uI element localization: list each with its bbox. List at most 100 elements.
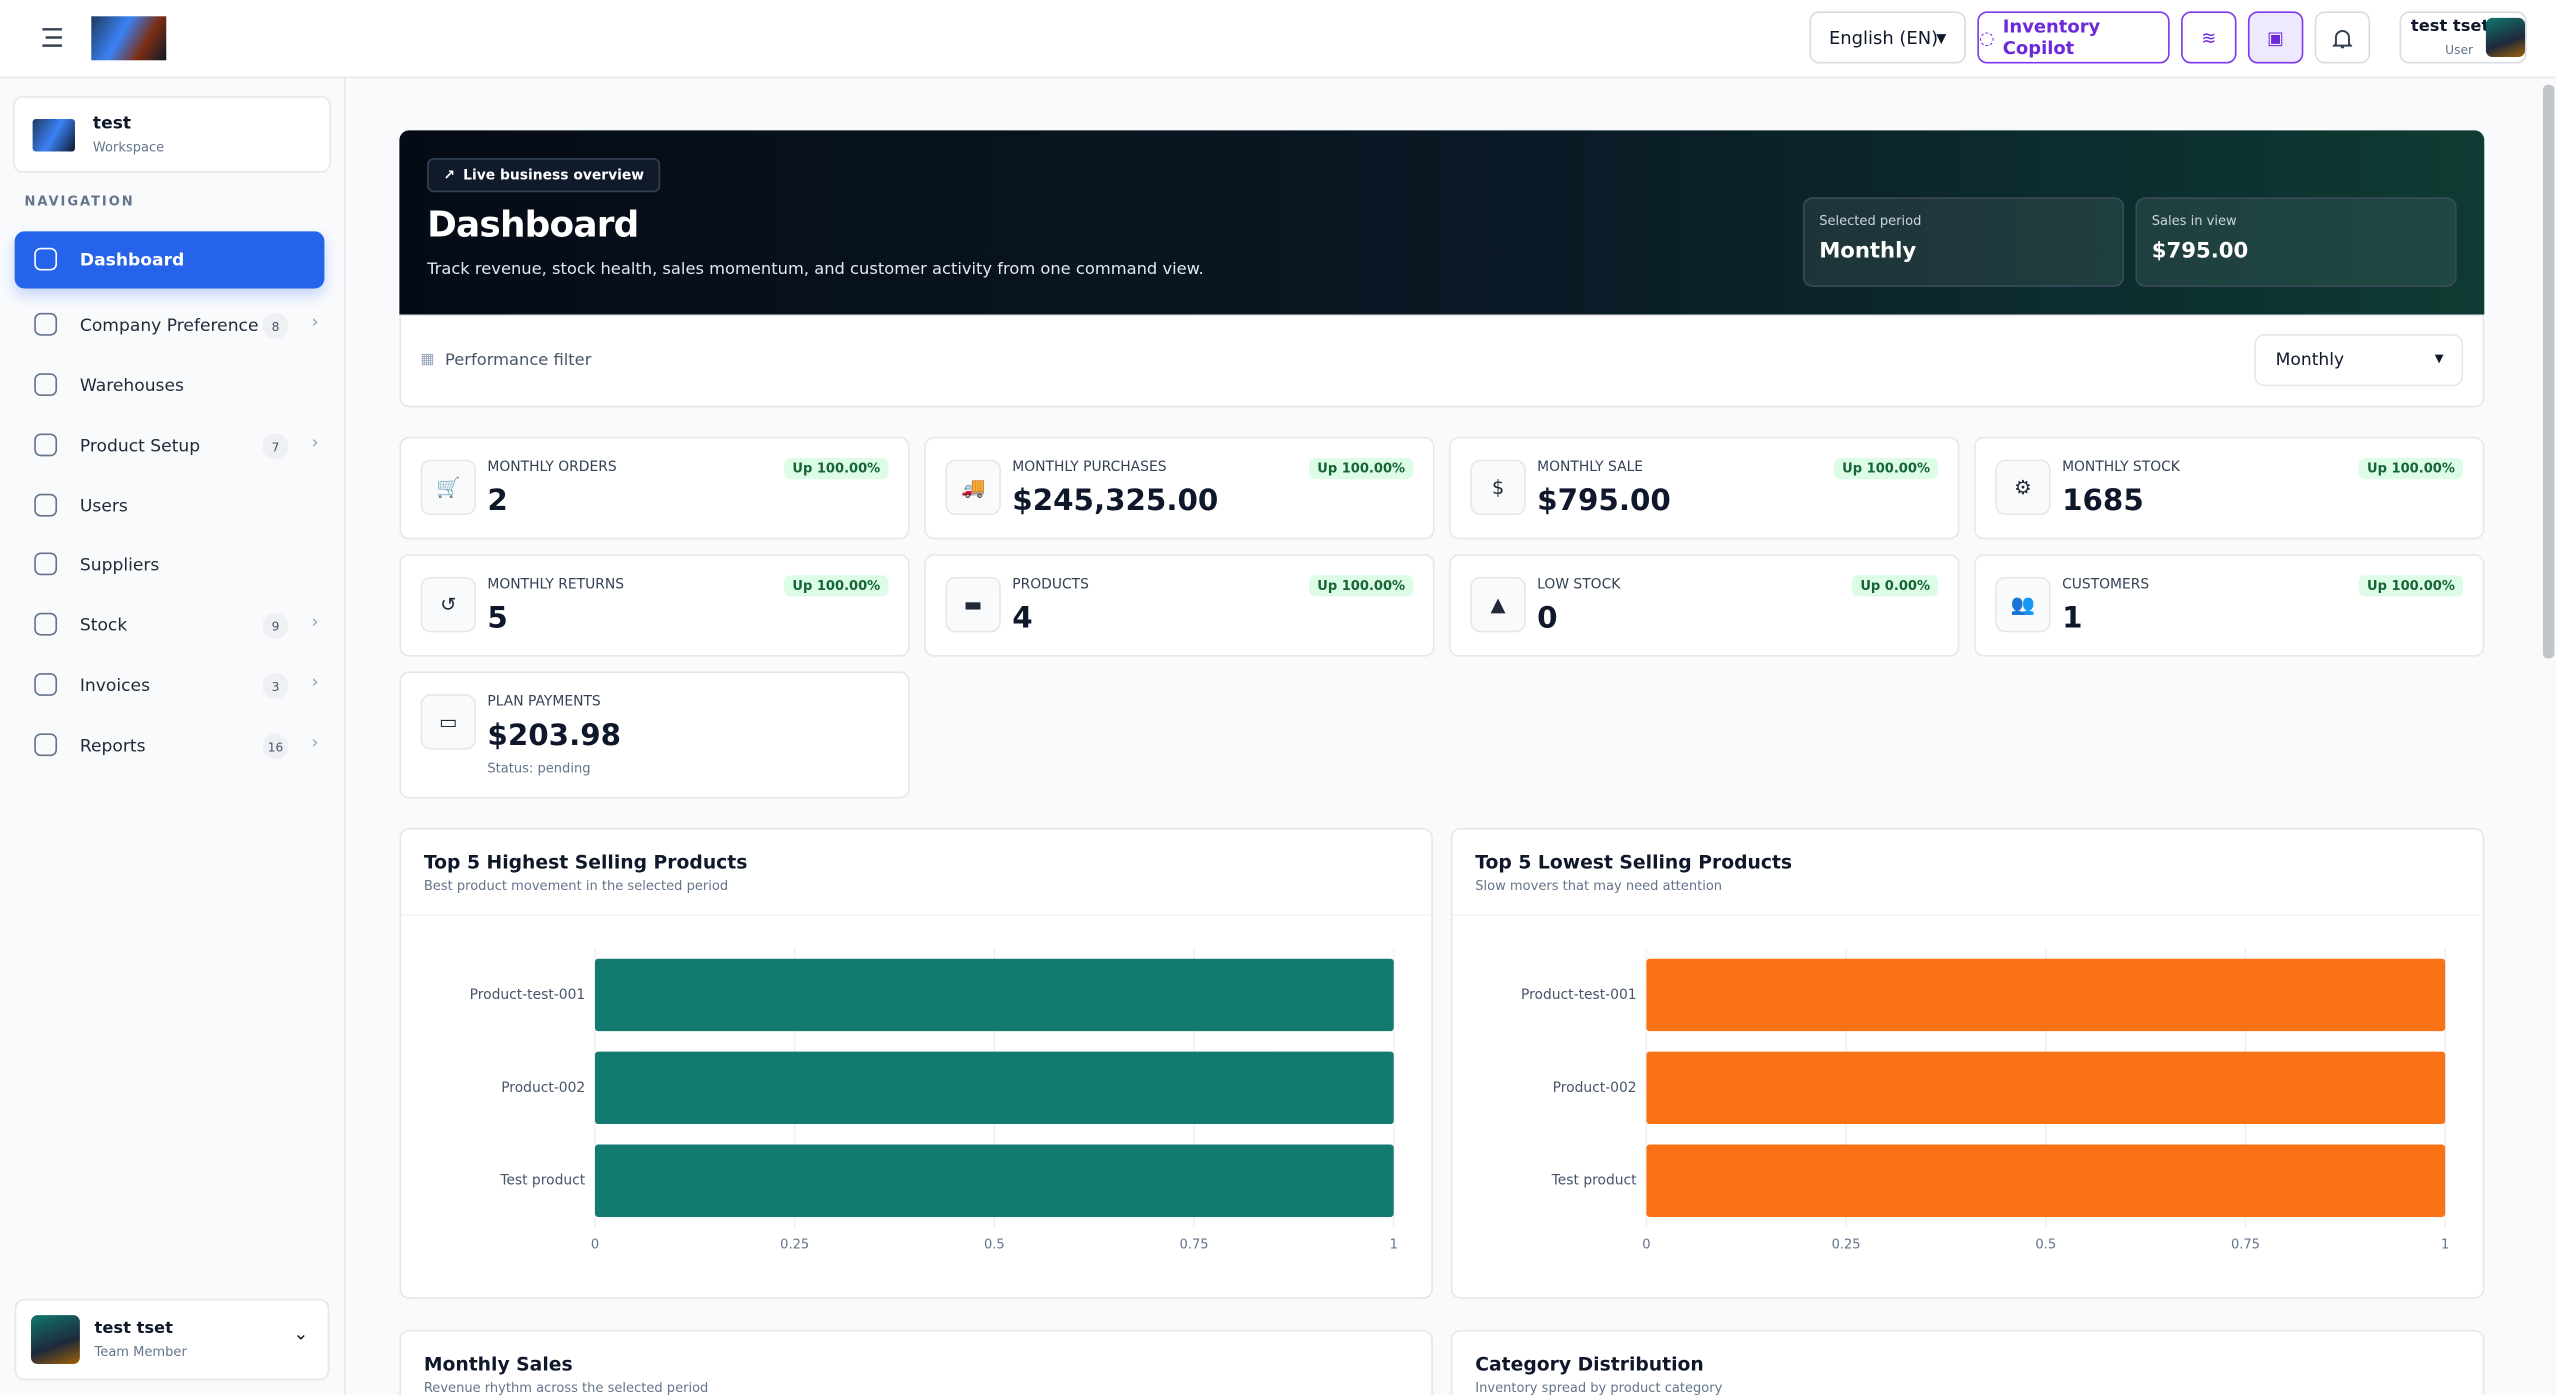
stat-icon: ▲ <box>1470 576 1526 633</box>
x-tick-label: 0 <box>1642 1238 1650 1253</box>
workspace-card[interactable]: test Workspace <box>13 96 331 173</box>
stat-change: Up 100.00% <box>1309 457 1414 480</box>
nav-label: Warehouses <box>79 375 184 396</box>
stat-icon: ↺ <box>420 576 476 633</box>
period-value: Monthly <box>1819 239 1917 265</box>
nav-item[interactable]: Stock 9 › <box>15 596 325 653</box>
y-tick-label: Product-002 <box>1553 1080 1637 1096</box>
panel-card: Category Distribution Inventory spread by… <box>1450 1329 2485 1395</box>
panel-title: Category Distribution <box>1475 1352 1704 1376</box>
sales-label: Sales in view <box>2151 213 2237 229</box>
x-tick-label: 1 <box>1390 1238 1398 1253</box>
stat-value: $245,325.00 <box>1012 484 1219 519</box>
stat-card: ▭ PLAN PAYMENTS $203.98 Status: pending <box>399 671 910 799</box>
nav-chevron: › <box>311 311 319 333</box>
stat-value: $795.00 <box>1537 484 1671 519</box>
stat-icon: $ <box>1470 459 1526 515</box>
stat-change: Up 100.00% <box>784 457 889 480</box>
filter-bar: ▦ Performance filter Monthly ▼ <box>399 314 2485 408</box>
chart-subtitle: Slow movers that may need attention <box>1475 878 1723 894</box>
nav-icon <box>34 373 58 397</box>
nav-icon <box>34 612 58 636</box>
copilot-button[interactable]: ◌ Inventory Copilot <box>1977 11 2170 64</box>
x-tick-label: 0.5 <box>984 1238 1005 1253</box>
chart: 0 0.25 0.5 0.75 1 Product-test-001 Product-002… <box>470 948 1398 1253</box>
period-label: Selected period <box>1819 213 1922 229</box>
language-label: English (EN) <box>1828 26 1939 49</box>
stat-label: CUSTOMERS <box>2062 576 2150 594</box>
panel-subtitle: Revenue rhythm across the selected perio… <box>423 1380 709 1395</box>
bar <box>1646 1144 2446 1217</box>
period-select[interactable]: Monthly ▼ <box>2254 334 2464 387</box>
stat-label: MONTHLY SALE <box>1537 459 1644 476</box>
sales-box: Sales in view $795.00 <box>2135 197 2457 287</box>
hero-badge-text: Live business overview <box>463 167 645 184</box>
nav-label: Stock <box>79 615 128 635</box>
profile-chevron: ⌄ <box>293 1323 309 1345</box>
stat-card: ⚙ MONTHLY STOCK 1685 Up 100.00% <box>1974 436 2485 540</box>
nav-label: Suppliers <box>79 554 160 575</box>
nav-icon <box>34 493 58 517</box>
nav-icon <box>34 433 58 457</box>
stat-label: PLAN PAYMENTS <box>487 694 601 711</box>
nav-count: 8 <box>262 312 289 339</box>
nav-chevron: › <box>311 611 319 633</box>
stat-value: 4 <box>1012 601 1033 636</box>
stat-icon: ▭ <box>420 694 476 750</box>
logo[interactable] <box>91 16 167 61</box>
panel-subtitle: Inventory spread by product category <box>1475 1380 1723 1395</box>
nav-item[interactable]: Company Preference 8 › <box>15 297 325 354</box>
chart-subtitle: Best product movement in the selected pe… <box>423 878 729 894</box>
nav-item[interactable]: Dashboard <box>14 231 325 289</box>
stat-value: 2 <box>487 484 508 519</box>
nav-heading: NAVIGATION <box>24 193 135 209</box>
nav-item[interactable]: Product Setup 7 › <box>15 417 325 474</box>
profile-role: Team Member <box>94 1344 187 1360</box>
hero-subtitle: Track revenue, stock health, sales momen… <box>427 260 1204 279</box>
stat-label: LOW STOCK <box>1537 576 1621 594</box>
nav-item[interactable]: Suppliers <box>15 536 325 593</box>
profile-avatar <box>30 1315 80 1365</box>
copilot-label: Inventory Copilot <box>2002 16 2101 59</box>
y-tick-label: Product-002 <box>501 1080 585 1096</box>
nav-item[interactable]: Users <box>15 478 325 535</box>
stat-change: Up 100.00% <box>784 575 889 597</box>
stat-icon: 🚚 <box>945 459 1001 515</box>
y-tick-label: Product-test-001 <box>1521 987 1637 1003</box>
x-tick-label: 0.75 <box>2231 1238 2260 1253</box>
profile-card[interactable]: test tset Team Member ⌄ <box>14 1298 330 1381</box>
theme-button[interactable]: ▣ <box>2247 11 2304 64</box>
nav-chevron: › <box>311 431 319 454</box>
scrollbar[interactable] <box>2542 84 2555 659</box>
nav-label: Company Preference <box>79 315 259 335</box>
nav-item[interactable]: Warehouses <box>15 357 325 414</box>
nav-item[interactable]: Reports 16 › <box>15 717 325 774</box>
stat-note: Status: pending <box>487 761 591 776</box>
menu-button[interactable] <box>41 26 64 49</box>
nav-count: 7 <box>262 433 289 460</box>
nav-icon <box>34 673 58 696</box>
stat-change: Up 100.00% <box>2358 457 2464 480</box>
chart-divider <box>401 914 1432 916</box>
nav-label: Reports <box>79 735 146 756</box>
stat-label: MONTHLY PURCHASES <box>1012 459 1167 476</box>
filter-label: Performance filter <box>445 352 592 370</box>
chart-divider <box>1452 914 2483 916</box>
stat-card: ▲ LOW STOCK 0 Up 0.00% <box>1449 554 1960 657</box>
workspace-label: Workspace <box>92 140 165 155</box>
nav-icon <box>34 312 58 336</box>
layers-button[interactable]: ≋ <box>2181 11 2237 64</box>
user-menu[interactable]: test tset User <box>2399 11 2527 64</box>
nav-label: Invoices <box>79 675 150 696</box>
bar <box>1646 1051 2446 1125</box>
notifications-button[interactable] <box>2314 11 2371 64</box>
stat-icon: 🛒 <box>420 459 476 515</box>
x-tick-label: 0.75 <box>1180 1238 1209 1253</box>
nav-item[interactable]: Invoices 3 › <box>15 657 325 714</box>
stat-label: MONTHLY RETURNS <box>487 576 625 594</box>
nav-chevron: › <box>311 671 319 693</box>
stat-change: Up 100.00% <box>2358 575 2464 597</box>
language-select[interactable]: English (EN) ▼ <box>1809 11 1966 64</box>
stat-icon: 👥 <box>1995 576 2051 633</box>
nav-icon <box>34 247 58 271</box>
